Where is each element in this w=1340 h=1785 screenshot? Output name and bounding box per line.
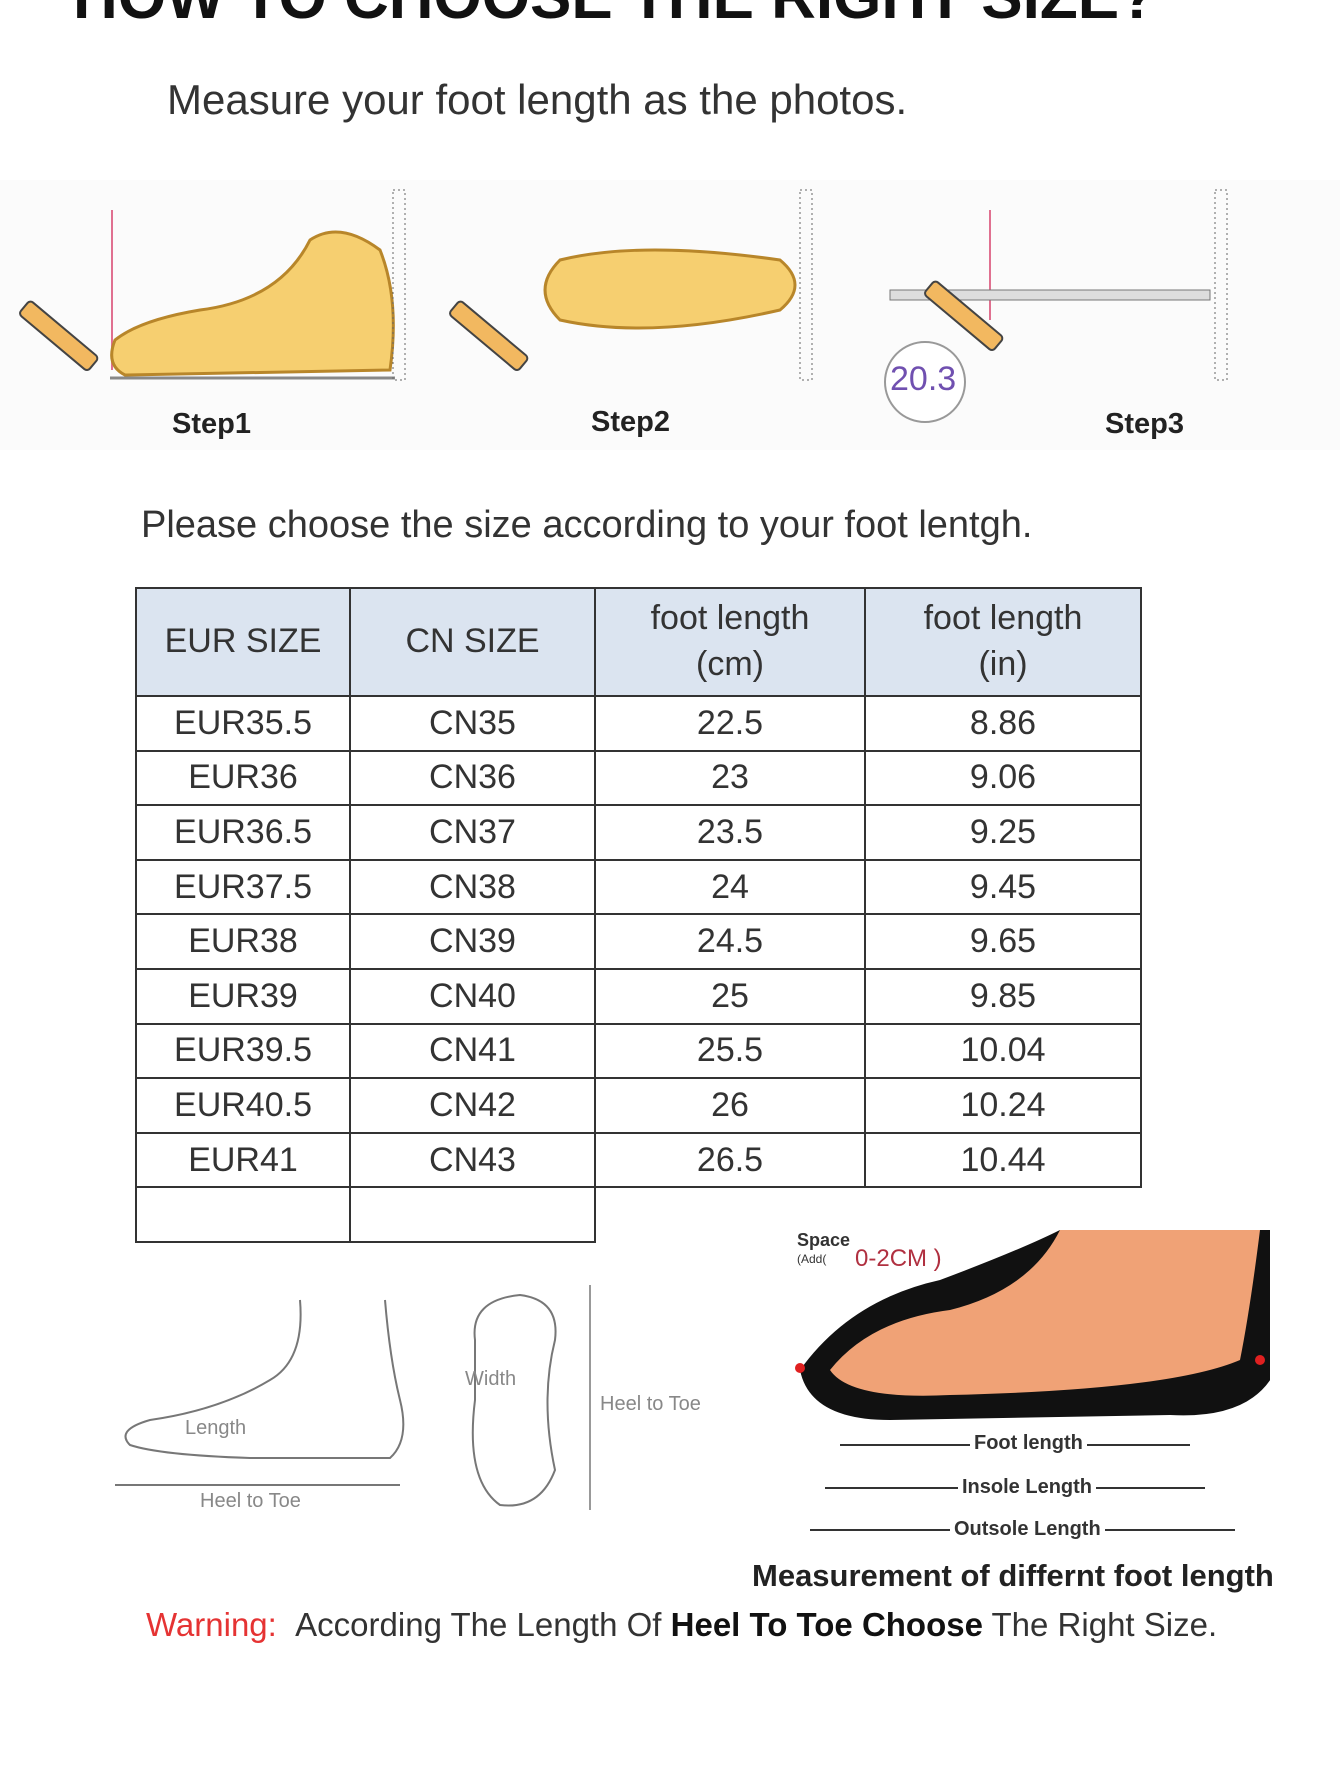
table-cell: EUR40.5 — [135, 1077, 351, 1134]
column-header: foot length (cm) — [594, 587, 866, 697]
size-table: EUR SIZE CN SIZE foot length (cm) foot lengt… — [135, 587, 1142, 1243]
column-header-line: (in) — [978, 645, 1028, 683]
ruler-reading: 20.3 — [890, 360, 957, 398]
table-cell: CN38 — [349, 858, 596, 916]
column-header-line: foot length — [650, 599, 810, 638]
step1-foot-icon — [19, 189, 406, 381]
step3-ruler-icon — [884, 189, 1228, 423]
table-cell: EUR41 — [135, 1131, 351, 1189]
foot-outline-diagrams — [115, 1285, 591, 1510]
table-row: EUR37.5 CN38 24 9.45 — [135, 858, 1142, 916]
empty-cell — [135, 1186, 351, 1243]
table-cell: CN43 — [349, 1131, 596, 1189]
column-header-line: EUR SIZE — [164, 622, 322, 661]
measurement-caption: Measurement of differnt foot length — [752, 1558, 1274, 1593]
table-cell: 10.24 — [864, 1077, 1142, 1134]
foot-length-label: Foot length — [970, 1432, 1087, 1455]
table-cell: 9.06 — [864, 749, 1142, 807]
table-cell: 23.5 — [594, 804, 866, 861]
table-cell: EUR37.5 — [135, 858, 351, 916]
empty-cell — [349, 1186, 596, 1243]
table-cell: 22.5 — [594, 695, 866, 752]
table-row: EUR41 CN43 26.5 10.44 — [135, 1131, 1142, 1189]
table-cell: 25.5 — [594, 1022, 866, 1080]
step2-label: Step2 — [591, 406, 670, 438]
column-header-line: (cm) — [696, 645, 764, 683]
table-cell: 8.86 — [864, 695, 1142, 752]
step2-foot-icon — [449, 189, 813, 381]
table-cell: 26.5 — [594, 1131, 866, 1189]
table-row: EUR39.5 CN41 25.5 10.04 — [135, 1022, 1142, 1080]
step1-label: Step1 — [172, 408, 251, 440]
table-cell: 9.85 — [864, 967, 1142, 1025]
table-cell: EUR38 — [135, 913, 351, 970]
table-cell: CN37 — [349, 804, 596, 861]
table-row: EUR36.5 CN37 23.5 9.25 — [135, 804, 1142, 861]
table-cell: CN39 — [349, 913, 596, 970]
table-cell: 23 — [594, 749, 866, 807]
table-row: EUR39 CN40 25 9.85 — [135, 967, 1142, 1025]
space-value: 0-2CM ) — [855, 1245, 942, 1272]
table-cell: 9.45 — [864, 858, 1142, 916]
measuring-steps-illustration — [0, 180, 1340, 450]
column-header-line: foot length — [923, 599, 1083, 638]
table-cell: EUR36.5 — [135, 804, 351, 861]
table-cell: EUR35.5 — [135, 695, 351, 752]
instruction-text: Please choose the size according to your… — [141, 504, 1033, 546]
table-cell: CN36 — [349, 749, 596, 807]
empty-row — [135, 1186, 1141, 1243]
warning-note: Warning: According The Length Of Heel To… — [146, 1606, 1217, 1644]
table-cell: 9.25 — [864, 804, 1142, 861]
warning-label: Warning: — [146, 1606, 277, 1643]
heel-to-toe-label-2: Heel to Toe — [600, 1393, 701, 1415]
table-row: EUR40.5 CN42 26 10.24 — [135, 1077, 1142, 1134]
space-label: Space — [797, 1230, 851, 1250]
warning-bold: Heel To Toe Choose — [670, 1606, 983, 1643]
table-row: EUR36 CN36 23 9.06 — [135, 749, 1142, 807]
add-label: (Add( — [797, 1252, 827, 1266]
column-header: CN SIZE — [349, 587, 596, 697]
table-cell: 25 — [594, 967, 866, 1025]
table-row: EUR38 CN39 24.5 9.65 — [135, 913, 1142, 970]
heel-to-toe-label: Heel to Toe — [200, 1490, 301, 1512]
table-cell: EUR36 — [135, 749, 351, 807]
length-label: Length — [185, 1417, 247, 1439]
warning-text-2: The Right Size. — [982, 1606, 1218, 1643]
warning-text-1: According The Length Of — [295, 1606, 671, 1643]
subtitle: Measure your foot length as the photos. — [167, 76, 908, 123]
table-cell: 26 — [594, 1077, 866, 1134]
width-label: Width — [465, 1368, 517, 1390]
column-header: EUR SIZE — [135, 587, 351, 697]
table-header-row: EUR SIZE CN SIZE foot length (cm) foot lengt… — [135, 587, 1142, 697]
table-cell: 24.5 — [594, 913, 866, 970]
table-cell: CN35 — [349, 695, 596, 752]
outsole-length-label: Outsole Length — [950, 1518, 1105, 1541]
step3-label: Step3 — [1105, 408, 1184, 440]
insole-length-label: Insole Length — [958, 1476, 1096, 1499]
table-cell: CN40 — [349, 967, 596, 1025]
table-cell: EUR39 — [135, 967, 351, 1025]
table-row: EUR35.5 CN35 22.5 8.86 — [135, 695, 1142, 752]
table-cell: 10.44 — [864, 1131, 1142, 1189]
table-cell: 9.65 — [864, 913, 1142, 970]
table-cell: 24 — [594, 858, 866, 916]
column-header: foot length (in) — [864, 587, 1142, 697]
table-cell: CN42 — [349, 1077, 596, 1134]
page-title: HOW TO CHOOSE THE RIGHT SIZE? — [0, 0, 1230, 33]
column-header-line: CN SIZE — [405, 622, 540, 661]
table-cell: EUR39.5 — [135, 1022, 351, 1080]
table-cell: 10.04 — [864, 1022, 1142, 1080]
table-cell: CN41 — [349, 1022, 596, 1080]
